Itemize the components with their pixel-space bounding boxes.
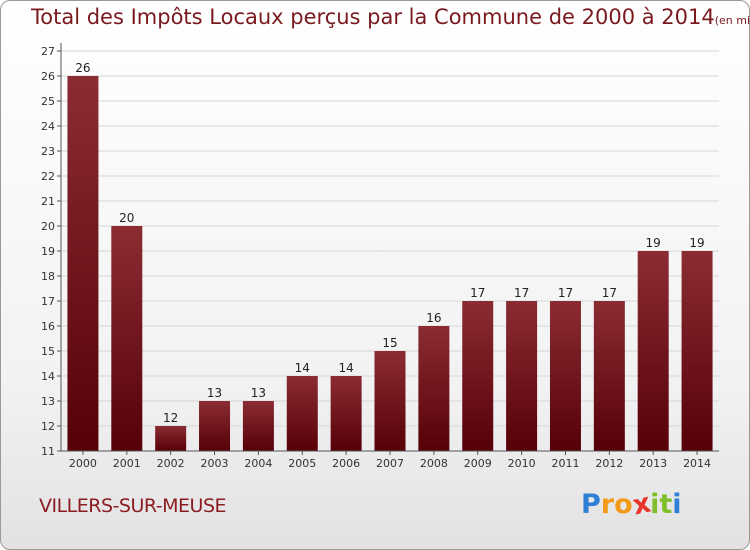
data-label-2007: 15 [382,336,397,350]
x-tick-label-2012: 2012 [595,457,623,470]
data-label-2004: 13 [251,386,266,400]
x-tick-label-2010: 2010 [508,457,536,470]
bar-2001 [111,226,143,451]
y-tick-label: 20 [41,220,55,233]
chart-title: Total des Impôts Locaux perçus par la Co… [31,5,750,29]
y-tick-label: 26 [41,70,55,83]
x-tick-label-2014: 2014 [683,457,711,470]
data-label-2009: 17 [470,286,485,300]
data-label-2008: 16 [426,311,441,325]
bar-2007 [374,351,406,451]
data-label-2002: 12 [163,411,178,425]
x-tick-label-2008: 2008 [420,457,448,470]
bar-2012 [593,301,625,451]
y-tick-label: 24 [41,120,55,133]
x-tick-label-2004: 2004 [244,457,272,470]
logo-letter: P [581,489,601,520]
bar-2014 [681,251,713,451]
y-tick-label: 27 [41,45,55,58]
y-tick-label: 14 [41,370,55,383]
data-label-2000: 26 [75,61,90,75]
y-tick-label: 17 [41,295,55,308]
proxiti-logo: Proxiti [581,488,682,522]
x-tick-label-2005: 2005 [288,457,316,470]
x-tick-label-2013: 2013 [639,457,667,470]
chart-title-text: Total des Impôts Locaux perçus par la Co… [31,5,715,29]
bar-2003 [199,401,231,451]
bar-2011 [549,301,581,451]
x-tick-label-2009: 2009 [464,457,492,470]
y-tick-label: 12 [41,420,55,433]
commune-name: VILLERS-SUR-MEUSE [39,495,227,517]
x-tick-label-2003: 2003 [201,457,229,470]
data-label-2006: 14 [338,361,353,375]
logo-letter: r [600,489,615,520]
y-tick-label: 19 [41,245,55,258]
x-tick-label-2011: 2011 [551,457,579,470]
bar-2009 [462,301,494,451]
data-label-2001: 20 [119,211,134,225]
x-tick-label-2001: 2001 [113,457,141,470]
chart-title-unit: (en milliers d'€) [714,14,750,27]
y-tick-label: 16 [41,320,55,333]
bar-2005 [286,376,318,451]
logo-letter: i [672,489,682,520]
data-label-2012: 17 [602,286,617,300]
data-label-2014: 19 [689,236,704,250]
y-tick-label: 15 [41,345,55,358]
bar-2013 [637,251,669,451]
data-label-2011: 17 [558,286,573,300]
logo-letter: i [650,489,660,520]
data-label-2005: 14 [295,361,310,375]
x-tick-label-2000: 2000 [69,457,97,470]
bar-2000 [67,76,99,451]
bars: 26 20 12 13 13 14 14 15 16 17 17 17 17 19 19 [67,61,713,451]
bar-2002 [155,426,187,451]
bar-2004 [242,401,274,451]
x-tick-label-2006: 2006 [332,457,360,470]
y-tick-label: 22 [41,170,55,183]
logo-letter: o [614,489,633,520]
y-tick-label: 11 [41,445,55,458]
bar-2010 [506,301,538,451]
data-label-2010: 17 [514,286,529,300]
axes: 11 12 13 14 15 16 17 18 19 20 21 22 23 24 25 26 27 2000 20… [41,43,719,470]
data-label-2013: 19 [646,236,661,250]
y-tick-label: 18 [41,270,55,283]
y-tick-label: 25 [41,95,55,108]
x-tick-label-2007: 2007 [376,457,404,470]
x-tick-label-2002: 2002 [157,457,185,470]
logo-letter: t [659,489,673,520]
data-label-2003: 13 [207,386,222,400]
bar-2006 [330,376,362,451]
y-tick-label: 21 [41,195,55,208]
y-tick-label: 13 [41,395,55,408]
bar-2008 [418,326,450,451]
y-tick-label: 23 [41,145,55,158]
